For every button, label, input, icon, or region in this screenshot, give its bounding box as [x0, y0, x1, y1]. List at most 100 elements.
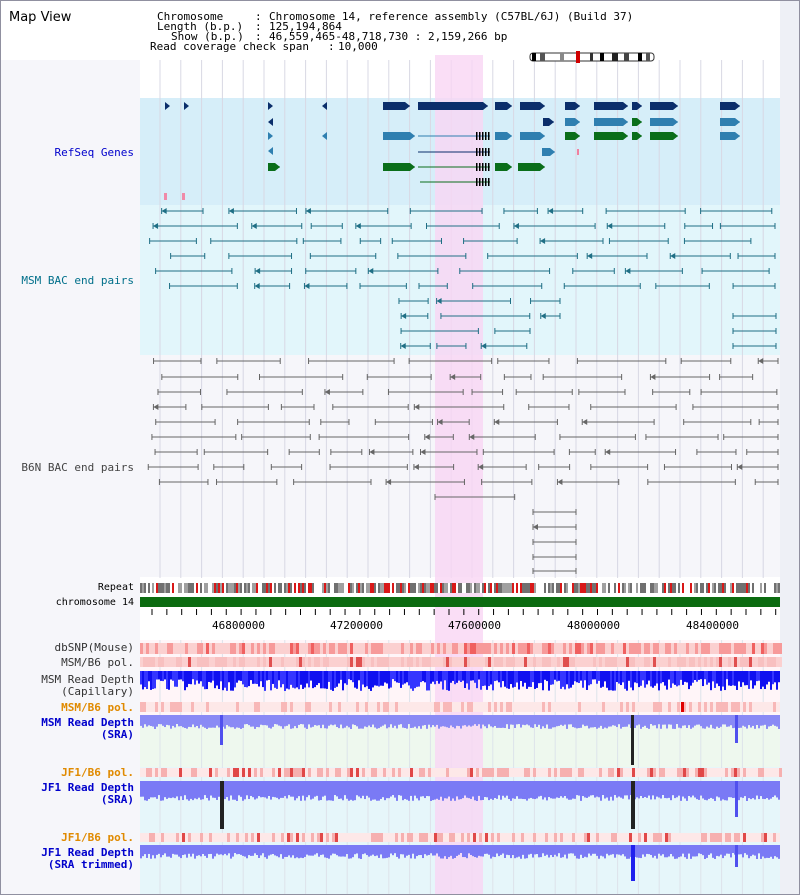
polymorphism-bg: [140, 833, 780, 842]
polymorphism-cell: [722, 643, 725, 654]
read-depth-bar: [404, 715, 406, 728]
repeat-element: [726, 583, 728, 593]
read-depth-bar: [184, 715, 186, 728]
polymorphism-cell: [572, 833, 575, 842]
read-depth-bar: [624, 715, 626, 727]
polymorphism-cell: [146, 657, 149, 667]
read-depth-bar: [622, 715, 624, 727]
dbsnp-label: dbSNP(Mouse): [54, 641, 134, 654]
read-depth-bar: [556, 671, 558, 682]
polymorphism-cell: [449, 702, 452, 712]
msm-bac-label[interactable]: MSM BAC end pairs: [21, 274, 134, 287]
read-depth-bar: [704, 671, 706, 680]
read-depth-bar: [440, 845, 442, 859]
read-depth-bar: [742, 781, 744, 798]
polymorphism-cell: [536, 657, 539, 667]
polymorphism-cell: [464, 643, 467, 654]
read-depth-bar: [756, 845, 758, 859]
read-depth-bar: [478, 781, 480, 796]
read-depth-bar: [630, 671, 632, 688]
read-depth-bar: [548, 781, 550, 798]
read-depth-bar: [394, 845, 396, 854]
read-depth-bar: [636, 845, 638, 858]
read-depth-bar: [344, 671, 346, 684]
read-depth-bar: [716, 715, 718, 727]
polymorphism-cell: [509, 643, 512, 654]
polymorphism-cell: [311, 833, 314, 842]
read-depth-bar: [666, 715, 668, 729]
read-depth-bar: [740, 845, 742, 855]
polymorphism-cell: [617, 643, 620, 654]
read-depth-bar: [686, 781, 688, 801]
read-depth-bar: [616, 845, 618, 855]
read-depth-bar: [614, 845, 616, 858]
polymorphism-cell: [605, 643, 608, 654]
read-depth-bar: [464, 781, 466, 796]
read-depth-bar: [544, 671, 546, 680]
read-depth-bar: [234, 781, 236, 800]
b6n-bac-label[interactable]: B6N BAC end pairs: [21, 461, 134, 474]
read-depth-bar: [518, 845, 520, 857]
polymorphism-cell: [773, 833, 776, 842]
read-depth-bar: [246, 671, 248, 688]
read-depth-bar: [394, 671, 396, 682]
read-depth-bar: [594, 715, 596, 728]
chromosome-bar: [140, 597, 780, 607]
repeat-element: [156, 583, 158, 593]
polymorphism-cell: [197, 643, 200, 654]
read-depth-bar: [720, 671, 722, 691]
read-depth-bar: [238, 671, 240, 681]
polymorphism-cell: [161, 833, 164, 842]
read-depth-bar: [280, 671, 282, 688]
polymorphism-cell: [683, 768, 686, 777]
read-depth-bar: [492, 671, 494, 691]
read-depth-bar: [690, 671, 692, 686]
read-depth-bar: [760, 845, 762, 859]
refseq-label[interactable]: RefSeq Genes: [54, 146, 134, 159]
gene-exon: [268, 163, 275, 171]
read-depth-bar: [730, 671, 732, 686]
polymorphism-cell: [488, 643, 491, 654]
bac-end-arrow: [420, 449, 426, 455]
read-depth-bar: [148, 781, 150, 800]
chromosome-value: Chromosome 14, reference assembly (C57BL…: [269, 10, 634, 23]
read-depth-bar: [526, 671, 528, 689]
read-depth-bar: [356, 781, 358, 796]
gene-arrow: [540, 132, 545, 140]
read-depth-bar: [684, 781, 686, 799]
repeat-element: [348, 583, 350, 593]
read-depth-bar: [162, 845, 164, 856]
read-depth-bar: [202, 781, 204, 800]
read-depth-bar: [450, 781, 452, 801]
polymorphism-cell: [524, 657, 527, 667]
read-depth-bar: [730, 715, 732, 726]
read-depth-bar: [448, 781, 450, 797]
ruler-tick-label: 46800000: [212, 619, 265, 632]
read-depth-bar: [536, 715, 538, 727]
repeat-element: [424, 583, 426, 593]
polymorphism-cell: [578, 768, 581, 777]
gene-arrow: [410, 132, 415, 140]
polymorphism-cell: [251, 833, 254, 842]
read-depth-bar: [472, 781, 474, 797]
polymorphism-cell: [416, 643, 419, 654]
repeat-element: [770, 583, 772, 593]
repeat-element: [760, 583, 762, 593]
polymorphism-cell: [548, 768, 551, 777]
repeat-element: [380, 583, 382, 593]
polymorphism-cell: [497, 643, 500, 654]
read-depth-bar: [624, 781, 626, 796]
repeat-element: [212, 583, 214, 593]
read-depth-bar: [358, 715, 360, 729]
read-depth-bar: [636, 715, 638, 726]
read-depth-bar: [284, 671, 286, 691]
gene-exon: [495, 163, 507, 171]
polymorphism-cell: [443, 657, 446, 667]
read-depth-bar: [358, 671, 360, 681]
read-depth-bar: [230, 671, 232, 691]
repeat-element: [640, 583, 642, 593]
polymorphism-cell: [476, 643, 479, 654]
read-depth-bar: [542, 845, 544, 854]
polymorphism-cell: [437, 643, 440, 654]
